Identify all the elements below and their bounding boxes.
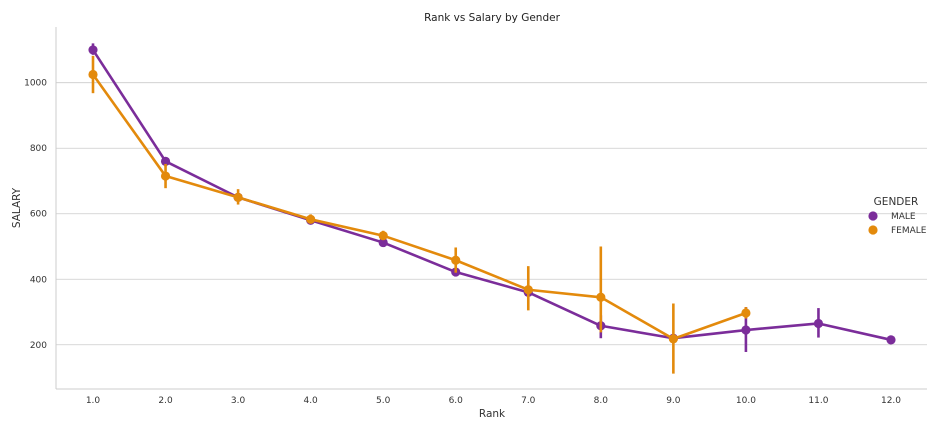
data-point-male xyxy=(741,325,751,335)
grid-lines xyxy=(56,82,927,346)
legend-item-male: MALE xyxy=(868,211,916,222)
series-marks xyxy=(88,43,896,374)
data-point-female xyxy=(88,69,98,80)
data-point-male xyxy=(160,156,171,166)
data-point-female xyxy=(741,308,751,318)
data-point-female xyxy=(668,334,678,344)
data-point-female xyxy=(378,231,388,241)
legend-label: MALE xyxy=(891,212,916,222)
series-line-female xyxy=(91,73,747,341)
y-axis-label: SALARY xyxy=(11,187,23,228)
x-tick-label: 8.0 xyxy=(594,396,609,406)
data-point-male xyxy=(886,335,896,345)
x-tick-label: 12.0 xyxy=(881,396,901,406)
data-point-female xyxy=(596,292,606,302)
x-axis-label: Rank xyxy=(479,408,506,420)
legend-marker xyxy=(868,225,878,235)
series-line-male xyxy=(91,49,892,342)
y-tick-label: 400 xyxy=(30,275,47,285)
legend-item-female: FEMALE xyxy=(868,225,927,236)
x-tick-label: 9.0 xyxy=(666,396,681,406)
data-point-male xyxy=(813,318,824,329)
x-tick-label: 2.0 xyxy=(158,396,173,406)
legend: GENDER MALE FEMALE xyxy=(868,196,927,236)
data-point-female xyxy=(306,214,316,224)
x-tick-label: 5.0 xyxy=(376,396,391,406)
legend-title: GENDER xyxy=(874,196,919,208)
data-point-female xyxy=(451,255,461,265)
x-tick-label: 10.0 xyxy=(736,396,756,406)
x-tick-label: 6.0 xyxy=(449,396,464,406)
y-tick-label: 600 xyxy=(30,210,47,220)
data-point-male xyxy=(378,237,388,248)
data-point-female xyxy=(523,285,533,295)
x-tick-label: 11.0 xyxy=(808,396,828,406)
x-tick-label: 3.0 xyxy=(231,396,246,406)
chart-title: Rank vs Salary by Gender xyxy=(424,12,561,24)
data-point-female xyxy=(160,171,171,181)
data-point-male xyxy=(88,45,98,55)
x-tick-label: 7.0 xyxy=(521,396,536,406)
y-tick-labels: 200 400 600 800 1000 xyxy=(24,79,47,351)
x-tick-label: 1.0 xyxy=(86,396,101,406)
y-tick-label: 1000 xyxy=(24,79,47,89)
series-male xyxy=(88,43,896,352)
data-point-female xyxy=(233,192,243,202)
legend-marker xyxy=(868,211,878,221)
legend-label: FEMALE xyxy=(891,226,927,236)
y-tick-label: 800 xyxy=(30,144,47,154)
series-female xyxy=(88,55,751,374)
y-tick-label: 200 xyxy=(30,341,47,351)
x-tick-label: 4.0 xyxy=(303,396,318,406)
x-tick-labels: 1.0 2.0 3.0 4.0 5.0 6.0 7.0 8.0 9.0 10.0 11.0 12.0 xyxy=(86,396,901,406)
